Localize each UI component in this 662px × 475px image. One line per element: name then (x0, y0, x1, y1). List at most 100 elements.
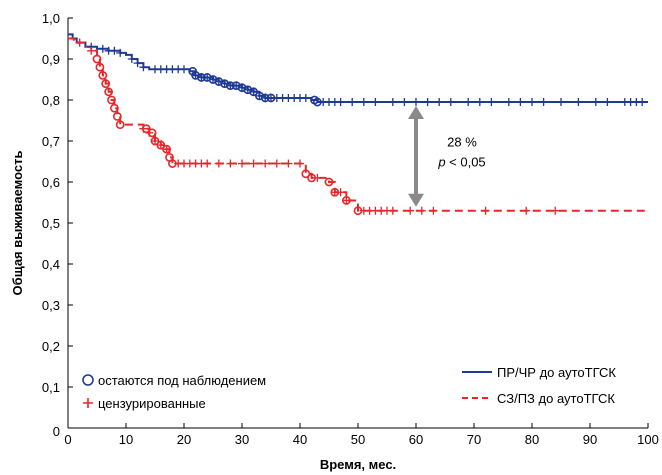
y-tick-label: 0,5 (42, 216, 60, 231)
series-1-censored-mark (528, 98, 536, 107)
series-2-censored-mark (151, 137, 159, 145)
y-tick-label: 0,7 (42, 134, 60, 149)
x-axis-title: Время, мес. (320, 457, 396, 472)
series-2-censored-mark (214, 159, 223, 168)
series-1-censored-mark (487, 98, 496, 107)
series-1-censored-mark (371, 98, 380, 107)
legend-series: ПР/ЧР до аутоТГСК СЗ/ПЗ до аутоТГСК (462, 365, 616, 406)
series-2-censored-mark (522, 206, 531, 215)
x-tick-label: 30 (235, 432, 249, 447)
legend-censored-label: цензурированные (98, 396, 206, 411)
series-1-censored-mark (504, 98, 513, 107)
series-1-observed-mark (249, 87, 258, 97)
series-1-censored-mark (446, 98, 455, 107)
series-1-censored-mark (127, 55, 136, 63)
series-2-observed-mark (156, 140, 166, 150)
series-1-observed-mark (312, 97, 322, 107)
y-tick-label: 0,8 (42, 93, 60, 108)
series-2-observed-mark (307, 173, 316, 183)
series-1-observed-mark (225, 81, 235, 91)
series-2-censored-mark (261, 159, 270, 168)
series-2-censored-mark (156, 141, 165, 150)
x-tick-label: 80 (525, 432, 539, 447)
series-2-censored-mark (406, 206, 415, 215)
x-tick-label: 70 (467, 432, 481, 447)
series-1-censored-mark (116, 48, 125, 57)
y-tick-label: 0,1 (42, 380, 60, 395)
x-tick-label: 50 (351, 432, 365, 447)
p-value-label: p < 0,05 (437, 154, 485, 169)
series-1-censored-mark (359, 98, 368, 107)
series-1-censored-mark (574, 98, 583, 107)
series-1-observed-mark (196, 73, 206, 82)
series-2-observed-mark (324, 177, 334, 187)
series-1-censored-mark (139, 63, 148, 72)
y-tick-label: 0 (53, 424, 60, 439)
y-tick-label: 0,6 (42, 175, 60, 190)
series-1-censored-mark (388, 98, 397, 107)
series-2-censored-mark (75, 38, 84, 47)
legend-series-1-label: ПР/ЧР до аутоТГСК (497, 365, 616, 380)
series-1-censored-mark (464, 98, 473, 107)
series-2-censored-mark (249, 159, 258, 168)
series-2-observed-mark (141, 124, 151, 134)
x-tick-label: 20 (177, 432, 191, 447)
series-2-observed-mark (112, 112, 122, 121)
series-2-censored-mark (272, 159, 281, 168)
series-2-observed-mark (92, 54, 102, 64)
series-2-censored-mark (429, 206, 438, 215)
series-1-censored-mark (603, 98, 612, 107)
y-axis-title: Общая выживаемость (10, 151, 25, 296)
x-tick-label: 10 (119, 432, 133, 447)
difference-arrow-head-top (408, 106, 424, 120)
markers-layer (75, 38, 647, 216)
observed-marker-icon (82, 374, 94, 386)
series-1-censored-mark (133, 59, 142, 68)
series-2-censored-mark (342, 196, 351, 205)
series-1-censored-mark (516, 98, 525, 107)
censored-marker-icon (83, 398, 93, 408)
series-1-censored-mark (591, 98, 600, 107)
difference-arrow-head-bottom (408, 193, 424, 207)
series-1-censored-mark (557, 98, 565, 107)
series-2-observed-mark (150, 136, 160, 146)
series-2-censored-mark (551, 206, 560, 215)
series-2-observed-mark (341, 196, 351, 205)
x-tick-label: 100 (637, 432, 659, 447)
annotation: 28 % p < 0,05 (408, 106, 486, 207)
series-1-censored-mark (423, 98, 432, 107)
series-1-censored-mark (301, 93, 310, 102)
series-2-censored-mark (226, 159, 235, 168)
series-1-censored-mark (638, 98, 647, 107)
series-2-observed-mark (107, 95, 116, 105)
series-2-line (68, 37, 648, 212)
series-1-censored-mark (412, 98, 420, 107)
series-2-censored-mark (481, 206, 490, 215)
legend-markers: остаются под наблюдением цензурированные (82, 373, 266, 411)
series-2-observed-mark (115, 120, 125, 129)
series-1-observed-mark (266, 93, 276, 103)
p-value-text: < 0,05 (446, 154, 486, 169)
p-value-symbol: p (437, 154, 445, 169)
y-tick-label: 0,3 (42, 298, 60, 313)
series-1-censored-mark (539, 98, 548, 107)
series-2-censored-mark (284, 159, 293, 168)
series-1-censored-mark (475, 98, 484, 107)
x-tick-label: 90 (583, 432, 597, 447)
difference-percent-label: 28 % (447, 134, 477, 149)
y-tick-label: 0,2 (42, 339, 60, 354)
legend-series-2-label: СЗ/ПЗ до аутоТГСК (497, 391, 615, 406)
ticks: 0 10 20 30 40 50 60 70 80 90 100 0 0,1 0,2 0,3 0,4 0,5 0,… (42, 11, 659, 447)
series-2-observed-mark (330, 187, 340, 197)
series-2-observed-mark (95, 62, 105, 72)
x-tick-label: 40 (293, 432, 307, 447)
series-1-censored-mark (348, 98, 357, 107)
series-1-censored-mark (180, 65, 188, 74)
series-2-observed-mark (98, 71, 108, 80)
x-tick-label: 0 (64, 432, 71, 447)
series-2-censored-mark (417, 206, 426, 215)
series-2-censored-mark (238, 159, 246, 168)
series-2-observed-mark (162, 144, 171, 154)
